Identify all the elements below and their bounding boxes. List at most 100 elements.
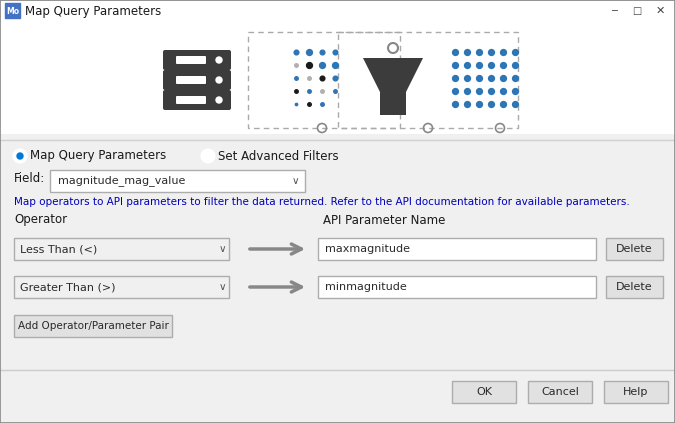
Point: [462, 101, 472, 107]
Text: maxmagnitude: maxmagnitude: [325, 244, 410, 254]
Bar: [606, 276, 663, 298]
Point: [304, 74, 315, 81]
Text: Mo: Mo: [6, 6, 19, 16]
Point: [485, 62, 496, 69]
Point: [510, 62, 520, 69]
Circle shape: [216, 57, 222, 63]
Bar: [318, 238, 596, 260]
Bar: [0, 22, 675, 134]
Point: [304, 101, 315, 107]
FancyBboxPatch shape: [163, 90, 231, 110]
Point: [450, 62, 460, 69]
FancyBboxPatch shape: [176, 76, 206, 84]
Point: [474, 62, 485, 69]
Point: [462, 74, 472, 81]
Point: [450, 74, 460, 81]
Circle shape: [14, 149, 26, 162]
Point: [291, 62, 302, 69]
Text: Map Query Parameters: Map Query Parameters: [30, 149, 166, 162]
Text: ─: ─: [611, 6, 617, 16]
FancyBboxPatch shape: [163, 70, 231, 90]
Bar: [0, 140, 675, 423]
Bar: [452, 381, 516, 403]
Bar: [0, 0, 675, 22]
Point: [497, 88, 508, 94]
Text: Cancel: Cancel: [541, 387, 579, 397]
Circle shape: [216, 97, 222, 103]
Point: [510, 74, 520, 81]
Bar: [338, 32, 518, 128]
Text: Add Operator/Parameter Pair: Add Operator/Parameter Pair: [18, 321, 169, 331]
Point: [304, 88, 315, 94]
Text: Help: Help: [623, 387, 649, 397]
Text: magnitude_mag_value: magnitude_mag_value: [58, 176, 186, 187]
Bar: [318, 276, 596, 298]
FancyBboxPatch shape: [163, 50, 231, 70]
Bar: [50, 170, 305, 192]
Point: [497, 74, 508, 81]
Point: [329, 74, 340, 81]
FancyBboxPatch shape: [176, 56, 206, 64]
Bar: [14, 238, 229, 260]
Text: Field:: Field:: [14, 171, 45, 184]
Point: [474, 49, 485, 55]
Point: [291, 74, 302, 81]
Point: [497, 62, 508, 69]
Point: [497, 101, 508, 107]
Bar: [604, 381, 668, 403]
Point: [510, 49, 520, 55]
Polygon shape: [363, 58, 423, 115]
Bar: [248, 32, 400, 128]
FancyBboxPatch shape: [176, 96, 206, 104]
Bar: [14, 315, 172, 337]
Point: [304, 49, 315, 55]
Point: [291, 88, 302, 94]
Point: [510, 88, 520, 94]
Point: [510, 101, 520, 107]
Text: Map operators to API parameters to filter the data returned. Refer to the API do: Map operators to API parameters to filte…: [14, 197, 630, 207]
Text: Map Query Parameters: Map Query Parameters: [25, 5, 161, 17]
Text: Set Advanced Filters: Set Advanced Filters: [218, 149, 339, 162]
Point: [329, 49, 340, 55]
Point: [485, 74, 496, 81]
Text: Less Than (<): Less Than (<): [20, 244, 97, 254]
Text: ∨: ∨: [218, 244, 226, 254]
Text: ✕: ✕: [655, 6, 665, 16]
Point: [485, 101, 496, 107]
Point: [317, 88, 327, 94]
Circle shape: [216, 77, 222, 83]
Point: [462, 62, 472, 69]
Text: Greater Than (>): Greater Than (>): [20, 282, 115, 292]
Text: ∨: ∨: [218, 282, 226, 292]
Text: Delete: Delete: [616, 282, 652, 292]
Point: [474, 101, 485, 107]
Point: [291, 101, 302, 107]
Point: [317, 62, 327, 69]
Point: [462, 49, 472, 55]
Point: [497, 49, 508, 55]
Point: [485, 88, 496, 94]
Bar: [14, 276, 229, 298]
Point: [317, 49, 327, 55]
Point: [450, 101, 460, 107]
Point: [291, 49, 302, 55]
Point: [474, 88, 485, 94]
Text: API Parameter Name: API Parameter Name: [323, 214, 446, 226]
Circle shape: [17, 153, 23, 159]
Circle shape: [202, 149, 215, 162]
Point: [474, 74, 485, 81]
Point: [304, 62, 315, 69]
Point: [317, 74, 327, 81]
Text: ∨: ∨: [291, 176, 299, 186]
Text: Operator: Operator: [14, 214, 67, 226]
Bar: [5, 3, 20, 18]
Point: [329, 62, 340, 69]
Text: Delete: Delete: [616, 244, 652, 254]
Point: [450, 88, 460, 94]
Bar: [528, 381, 592, 403]
Point: [317, 101, 327, 107]
Text: OK: OK: [476, 387, 492, 397]
Text: □: □: [632, 6, 642, 16]
Point: [329, 88, 340, 94]
Point: [485, 49, 496, 55]
